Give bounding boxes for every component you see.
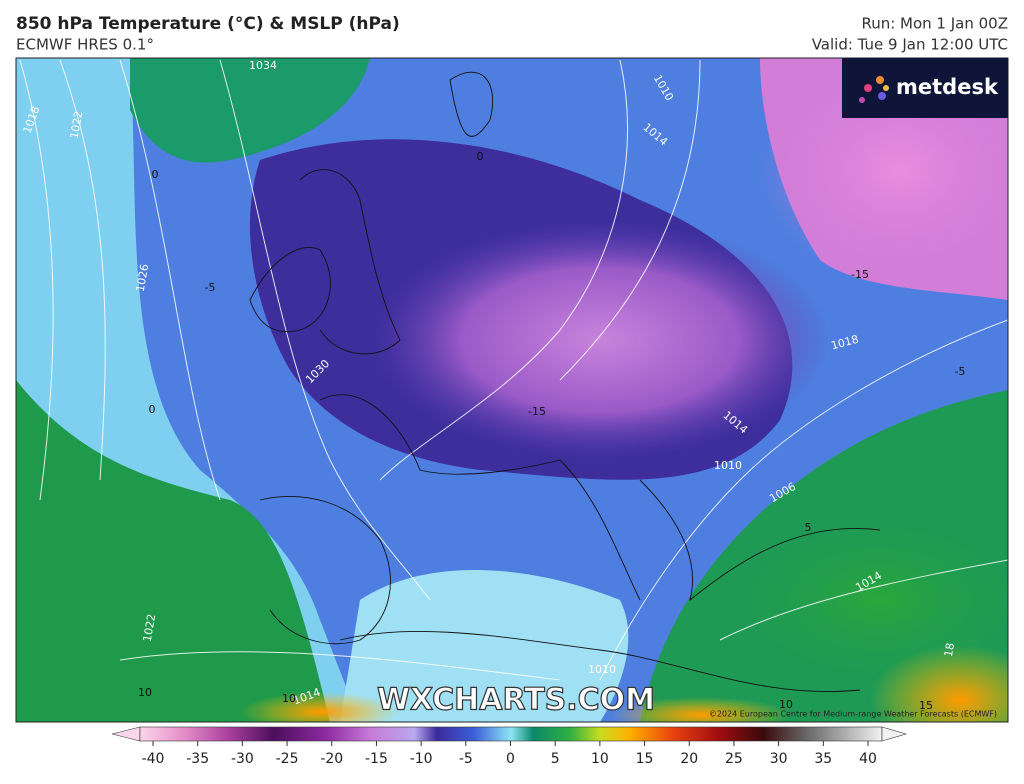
contour-label: 1010 <box>588 663 616 676</box>
warm-core-libya <box>610 697 790 722</box>
logo-dot <box>864 84 872 92</box>
colorbar-max-arrow <box>881 726 908 742</box>
cold-pool <box>370 220 830 460</box>
isobar <box>719 559 1008 641</box>
colorbar-tick-label: -20 <box>320 751 343 767</box>
contour-label: 15 <box>919 699 933 712</box>
colorbar-tick-label: 15 <box>636 751 654 767</box>
contour-label: -5 <box>205 281 216 294</box>
warm-air-north <box>130 58 370 163</box>
contour-label: 1022 <box>141 613 159 643</box>
contour-label: 18 <box>942 642 957 658</box>
contour-label: 10 <box>138 686 152 699</box>
contour-label: 1010 <box>714 459 742 472</box>
warm-core-sahara <box>240 692 400 722</box>
coastline <box>639 479 881 602</box>
isobar <box>119 651 561 681</box>
colorbar-tick-label: -30 <box>231 751 254 767</box>
valid-time: Valid: Tue 9 Jan 12:00 UTC <box>812 36 1008 54</box>
colorbar-tick-label: 20 <box>680 751 698 767</box>
colorbar-tick-label: 5 <box>551 751 560 767</box>
logo-dot <box>878 92 886 100</box>
contour-label: -5 <box>955 365 966 378</box>
copyright: ©2024 European Centre for Medium-range W… <box>709 710 997 719</box>
warm-air-southwest <box>16 380 330 722</box>
watermark: WXCHARTS.COM <box>377 683 655 718</box>
map-frame <box>15 57 1009 723</box>
isobar <box>119 59 221 501</box>
colorbar: -40 -35 -30 -25 -20 -15 -10 -5 0 5 10 15 20 25 30 35 40 <box>111 726 908 767</box>
logo-text: metdesk <box>896 75 999 99</box>
chart-title: 850 hPa Temperature (°C) & MSLP (hPa) <box>16 14 400 34</box>
mild-mediterranean <box>340 570 629 722</box>
logo-icon <box>859 76 889 103</box>
coastline <box>299 169 401 355</box>
warm-core-africa <box>870 645 1008 722</box>
colorbar-tick-label: -15 <box>365 751 388 767</box>
contour-label: 0 <box>477 150 484 163</box>
contour-label: 1034 <box>249 59 277 72</box>
colorbar-tick-label: -10 <box>410 751 433 767</box>
warm-core-southeast <box>720 510 1008 690</box>
isobar <box>599 319 1008 681</box>
colorbar-tick-label: 10 <box>591 751 609 767</box>
contour-label: -15 <box>851 268 869 281</box>
coastline <box>319 394 641 601</box>
contour-label: 1022 <box>68 110 86 140</box>
coastlines <box>249 71 881 693</box>
colorbar-tick-label: -35 <box>186 751 209 767</box>
contour-label: 1026 <box>134 263 152 293</box>
colorbar-scale <box>139 726 883 742</box>
isobar <box>379 59 628 481</box>
colorbar-tick-label: 35 <box>814 751 832 767</box>
coastline <box>249 247 331 333</box>
contour-label: 0 <box>152 168 159 181</box>
colorbar-min-arrow <box>111 726 141 742</box>
colorbar-tick-label: 25 <box>725 751 743 767</box>
colorbar-tick-label: 30 <box>770 751 788 767</box>
run-time: Run: Mon 1 Jan 00Z <box>861 15 1008 33</box>
isobar <box>559 59 701 381</box>
colorbar-tick-label: -25 <box>276 751 299 767</box>
coastline <box>259 495 391 645</box>
logo-dot <box>883 85 889 91</box>
isobar <box>19 59 54 501</box>
coastline <box>339 631 861 693</box>
colorbar-tick-label: 0 <box>506 751 515 767</box>
colorbar-tick-label: -5 <box>459 751 473 767</box>
logo-dot <box>876 76 884 84</box>
contour-label: 5 <box>805 521 812 534</box>
isobar <box>59 59 106 481</box>
colorbar-tick-label: -40 <box>142 751 165 767</box>
contour-label: -15 <box>528 405 546 418</box>
coastline <box>449 71 494 137</box>
contour-label: 10 <box>282 692 296 705</box>
chart-subtitle: ECMWF HRES 0.1° <box>16 36 154 54</box>
isobar <box>219 59 431 601</box>
colorbar-tick-label: 40 <box>859 751 877 767</box>
contour-label: 0 <box>149 403 156 416</box>
isobars <box>19 59 1008 681</box>
logo-dot <box>859 97 865 103</box>
contour-label: 10 <box>779 698 793 711</box>
